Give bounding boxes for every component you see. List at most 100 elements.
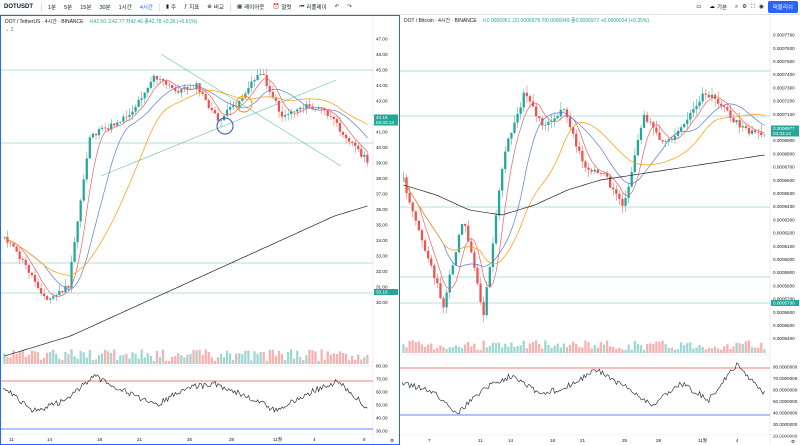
chart-type-button[interactable]: ▮ 주 bbox=[162, 3, 180, 11]
interval-4h[interactable]: 4시간 bbox=[139, 5, 153, 11]
volume-bar bbox=[265, 360, 268, 364]
alert-button[interactable]: ⏰ 얼럿 bbox=[268, 3, 295, 11]
chart-pane-dot-usdt[interactable]: 47.0046.0045.0044.0043.0042.0041.0040.00… bbox=[0, 15, 400, 445]
redo-button[interactable]: ↷ bbox=[343, 4, 356, 10]
candle-body bbox=[741, 126, 744, 128]
candle-body bbox=[36, 281, 40, 289]
volume-bar bbox=[538, 344, 541, 353]
price-axis-label: 34.00 bbox=[376, 238, 388, 243]
collapse-icon[interactable]: ⌄ bbox=[5, 27, 10, 33]
replay-button[interactable]: ⏮ 리플레이 bbox=[295, 3, 330, 12]
symbol-search[interactable]: DOTUSDT bbox=[4, 4, 33, 10]
volume-bar bbox=[497, 342, 501, 353]
save-button[interactable]: ☁ 기본 bbox=[705, 3, 731, 11]
fullscreen-icon[interactable]: ⛶ bbox=[751, 3, 755, 10]
volume-bar bbox=[510, 342, 513, 353]
chart-canvas-left[interactable]: 47.0046.0045.0044.0043.0042.0041.0040.00… bbox=[1, 16, 399, 444]
save-label: 기본 bbox=[716, 5, 728, 11]
layouts-button[interactable]: ▦ 레이아웃 bbox=[233, 3, 268, 11]
candle-body bbox=[497, 190, 501, 216]
circle-marker bbox=[216, 117, 234, 135]
volume-bar bbox=[76, 358, 79, 364]
volume-bar bbox=[219, 353, 223, 364]
time-axis-label: 25 bbox=[622, 438, 628, 443]
candle-body bbox=[113, 123, 116, 126]
volume-bar bbox=[198, 349, 201, 364]
volume-bar bbox=[581, 347, 584, 353]
toolbar-right: ▭ ☁ 기본 ⌕ ⚙ ⛶ ◉ 퍼블리쉬 bbox=[696, 1, 800, 13]
publish-button[interactable]: 퍼블리쉬 bbox=[767, 1, 798, 13]
volume-bar bbox=[735, 342, 738, 353]
volume-bar bbox=[753, 347, 757, 353]
undo-button[interactable]: ↶ bbox=[331, 4, 344, 10]
price-axis-label: 0.0007500 bbox=[773, 59, 795, 64]
chart-pane-dot-btc[interactable]: 0.0007700 0.0007600 0.0007500 0.0007400 0.00… bbox=[400, 15, 800, 445]
volume-bar bbox=[426, 344, 430, 353]
candle-body bbox=[201, 92, 204, 95]
interval-1m[interactable]: 1분 bbox=[48, 5, 57, 11]
time-axis-label: 28 bbox=[656, 438, 662, 443]
candle-body bbox=[710, 94, 714, 98]
interval-30m[interactable]: 30분 bbox=[99, 5, 111, 11]
chart-canvas-right[interactable]: 0.0007700 0.0007600 0.0007500 0.0007400 0.00… bbox=[400, 15, 800, 445]
long-moving-average-line bbox=[403, 154, 765, 216]
candle-body bbox=[562, 109, 565, 110]
volume-bar bbox=[501, 347, 504, 353]
volume-bar bbox=[423, 346, 427, 353]
moving-average-line bbox=[4, 90, 368, 276]
time-axis-label: 11월 bbox=[698, 437, 707, 444]
layouts-label: 레이아웃 bbox=[244, 5, 265, 11]
candle-body bbox=[732, 117, 735, 123]
search-icon[interactable]: ⌕ bbox=[735, 3, 739, 10]
volume-bar bbox=[347, 360, 351, 364]
volume-bar bbox=[528, 343, 532, 353]
volume-bar bbox=[94, 359, 98, 364]
volume-bar bbox=[747, 340, 751, 353]
camera-icon[interactable]: ◉ bbox=[758, 4, 764, 10]
candle-body bbox=[525, 92, 528, 97]
volume-bar bbox=[726, 344, 729, 353]
chart-type-label: 주 bbox=[171, 5, 177, 11]
fx-icon: ƒ bbox=[184, 4, 188, 10]
volume-bar bbox=[354, 359, 357, 364]
interval-15m[interactable]: 15분 bbox=[80, 5, 92, 11]
gear-icon[interactable]: ⚙ bbox=[742, 4, 748, 10]
indicators-button[interactable]: ƒ 지표 bbox=[180, 3, 203, 11]
volume-bar bbox=[3, 353, 6, 364]
oscillator-axis-label: 50.00 bbox=[376, 403, 388, 408]
candle-body bbox=[655, 127, 658, 133]
candle-body bbox=[488, 267, 491, 288]
candle-body bbox=[531, 101, 535, 107]
candle-body bbox=[277, 100, 281, 112]
volume-bar bbox=[58, 358, 61, 364]
candle-body bbox=[137, 99, 140, 108]
candle-body bbox=[168, 84, 171, 86]
candle-body bbox=[448, 274, 451, 293]
interval-5m[interactable]: 5분 bbox=[64, 5, 73, 11]
layout-grid-icon[interactable]: ▭ bbox=[696, 4, 702, 10]
volume-bar bbox=[192, 350, 195, 364]
candle-body bbox=[271, 91, 274, 98]
interval-1h[interactable]: 1시간 bbox=[118, 5, 132, 11]
compare-button[interactable]: ⊕ 비교 bbox=[203, 3, 228, 11]
candle-body bbox=[578, 146, 581, 151]
price-axis-label: 38.00 bbox=[376, 176, 388, 181]
candle-body bbox=[210, 107, 213, 111]
candle-body bbox=[58, 290, 61, 296]
volume-bar bbox=[723, 346, 726, 353]
divider bbox=[41, 2, 42, 12]
candle-body bbox=[445, 292, 448, 308]
oscillator-axis-label: 30.00 bbox=[376, 429, 388, 434]
volume-bar bbox=[262, 351, 265, 364]
candle-body bbox=[91, 133, 94, 138]
candle-body bbox=[357, 145, 360, 150]
volume-bar bbox=[473, 343, 476, 353]
price-axis-label: 0.0006200 bbox=[773, 231, 795, 236]
price-axis-label: 0.0005400 bbox=[773, 336, 795, 341]
volume-bar bbox=[760, 342, 763, 353]
volume-bar bbox=[414, 342, 417, 353]
candle-body bbox=[750, 130, 754, 134]
candle-body bbox=[473, 252, 476, 268]
volume-bar bbox=[575, 343, 578, 353]
candle-body bbox=[88, 137, 91, 159]
